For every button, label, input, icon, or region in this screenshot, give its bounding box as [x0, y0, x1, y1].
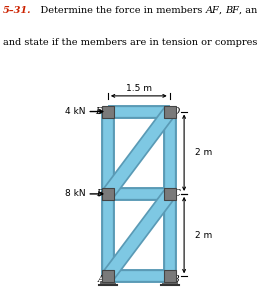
- Text: BF: BF: [226, 5, 240, 14]
- Text: 1.5 m: 1.5 m: [126, 84, 152, 93]
- Polygon shape: [162, 281, 177, 284]
- Text: , and: , and: [240, 5, 257, 14]
- Text: A: A: [98, 275, 104, 284]
- Text: F: F: [96, 189, 102, 198]
- Text: 2 m: 2 m: [195, 231, 213, 240]
- Text: 2 m: 2 m: [195, 148, 213, 157]
- Text: E: E: [96, 107, 102, 116]
- Polygon shape: [164, 276, 175, 281]
- Polygon shape: [100, 281, 115, 284]
- Text: ,: ,: [219, 5, 226, 14]
- Text: 5–31.: 5–31.: [3, 5, 31, 14]
- Text: B: B: [172, 275, 179, 284]
- Polygon shape: [103, 276, 113, 281]
- Text: AF: AF: [206, 5, 219, 14]
- Text: C: C: [174, 189, 180, 198]
- Text: and state if the members are in tension or compression.: and state if the members are in tension …: [3, 38, 257, 47]
- Text: 8 kN: 8 kN: [65, 189, 85, 198]
- Text: Determine the force in members: Determine the force in members: [31, 5, 206, 14]
- Text: D: D: [172, 107, 179, 116]
- Text: 4 kN: 4 kN: [65, 107, 85, 116]
